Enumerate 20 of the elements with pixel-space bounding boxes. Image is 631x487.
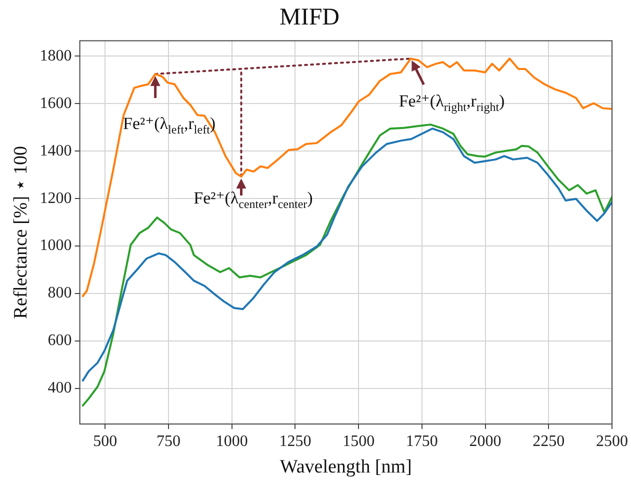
x-tick-label: 750	[156, 432, 180, 450]
y-tick-label: 1400	[40, 142, 72, 160]
x-tick-label: 500	[93, 432, 118, 450]
chart-title: MIFD	[279, 4, 340, 31]
x-tick-label: 2000	[469, 432, 502, 450]
y-tick-label: 1600	[40, 94, 72, 112]
y-axis-title: Reflectance [%] ⋆ 100	[10, 146, 32, 319]
y-tick-label: 800	[48, 284, 72, 302]
y-tick-label: 600	[48, 332, 72, 350]
y-tick-label: 400	[48, 380, 72, 397]
y-tick-label: 1200	[40, 190, 72, 207]
y-tick-label: 1000	[40, 237, 72, 254]
x-axis-title: Wavelength [nm]	[280, 456, 412, 478]
x-tick-label: 1000	[216, 432, 248, 450]
x-tick-label: 1750	[406, 432, 438, 450]
x-tick-label: 1250	[279, 432, 312, 450]
x-tick-label: 2250	[532, 432, 565, 450]
x-tick-label: 2500	[596, 432, 628, 450]
y-tick-label: 1800	[40, 47, 72, 64]
x-tick-label: 1500	[342, 432, 375, 450]
